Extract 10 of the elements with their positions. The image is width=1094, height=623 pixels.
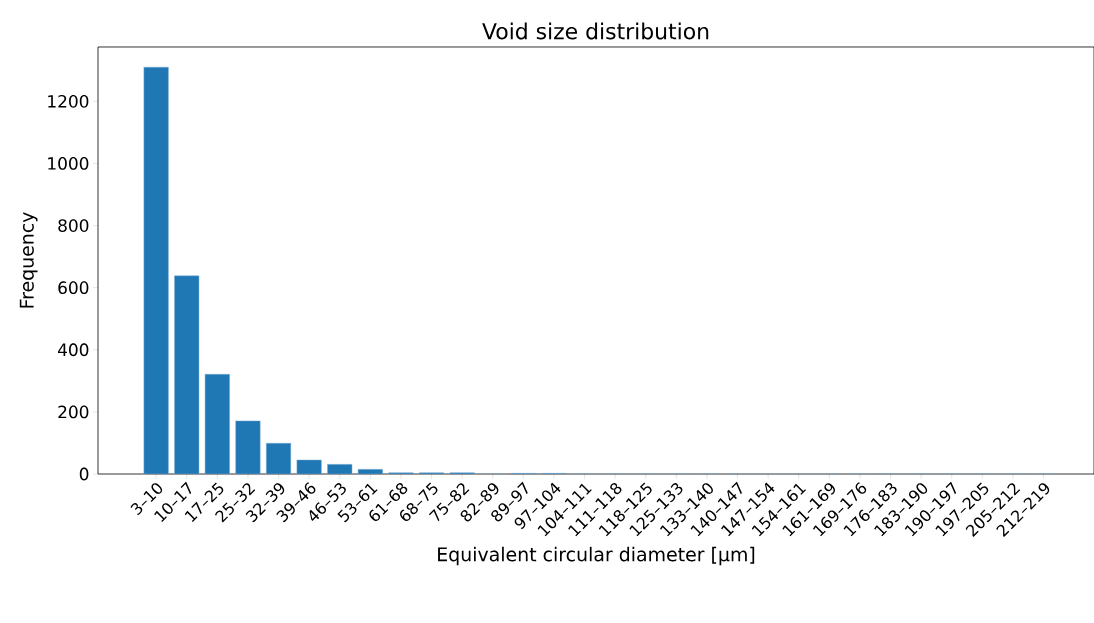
y-tick-label: 400	[57, 343, 89, 357]
y-tick-label: 800	[58, 219, 89, 232]
y-tick-label: 1200	[48, 94, 89, 108]
x-axis-title: Equivalent circular diameter [µm]	[438, 546, 755, 566]
y-tick-label: 200	[58, 405, 89, 419]
chart-title: Void size distribution	[482, 22, 709, 40]
y-tick-label: 1000	[48, 157, 89, 170]
y-tick-label: 600	[58, 281, 89, 295]
y-tick-label: 0	[79, 467, 89, 481]
y-axis-title: Frequency	[19, 212, 38, 308]
